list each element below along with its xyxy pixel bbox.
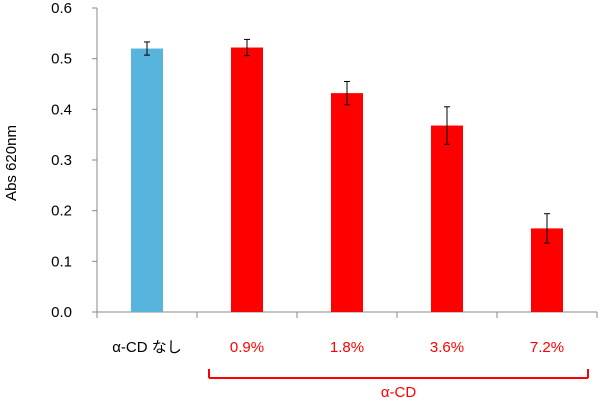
category-label: 3.6% xyxy=(430,339,464,356)
y-axis: 0.0 0.1 0.2 0.3 0.4 0.5 0.6 xyxy=(51,0,98,321)
error-bars xyxy=(144,38,550,244)
y-tick-label: 0.3 xyxy=(51,152,72,169)
y-tick-label: 0.0 xyxy=(51,304,72,321)
category-labels: α-CD なし 0.9% 1.8% 3.6% 7.2% xyxy=(112,339,564,356)
y-tick-label: 0.1 xyxy=(51,253,72,270)
bar xyxy=(331,93,363,313)
y-tick-label: 0.2 xyxy=(51,203,72,220)
y-axis-title: Abs 620nm xyxy=(3,125,20,201)
bar xyxy=(231,47,263,313)
category-label: 7.2% xyxy=(530,339,564,356)
bar xyxy=(131,48,163,313)
y-tick-label: 0.5 xyxy=(51,51,72,68)
y-tick-label: 0.6 xyxy=(51,0,72,17)
bars xyxy=(131,47,563,313)
category-label: 0.9% xyxy=(230,339,264,356)
y-tick-label: 0.4 xyxy=(51,101,72,118)
x-axis xyxy=(96,311,598,318)
category-label: α-CD なし xyxy=(112,339,182,356)
group-bracket: α-CD xyxy=(208,369,589,400)
bar xyxy=(431,125,463,313)
category-label: 1.8% xyxy=(330,339,364,356)
group-label: α-CD xyxy=(381,384,416,400)
